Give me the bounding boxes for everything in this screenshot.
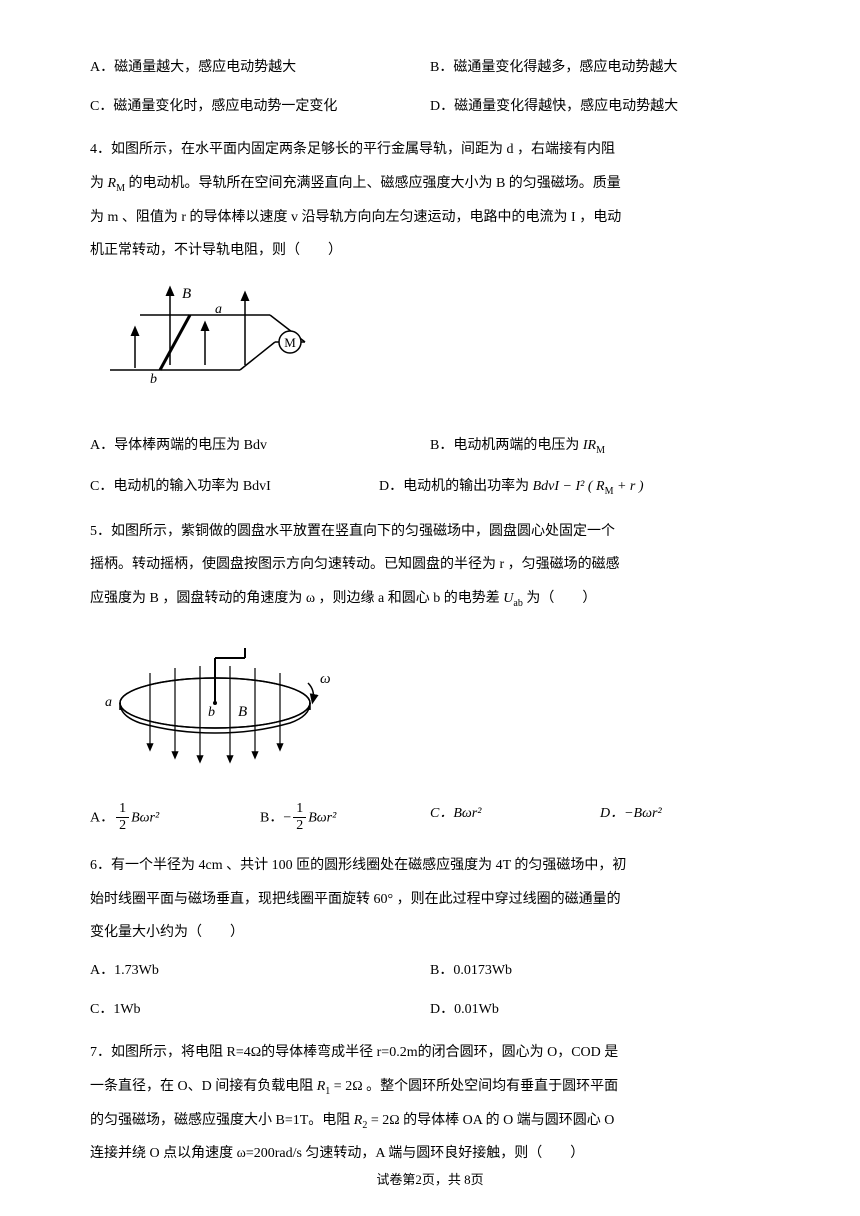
q7-l3-mid: = 2Ω 的导体棒 OA 的 O 端与圆环圆心 O — [367, 1113, 614, 1128]
q5-diagram-b: b — [208, 705, 215, 720]
q5-b-pre: B．− — [260, 810, 291, 825]
q7-l2-mid: = 2Ω 。整个圆环所处空间均有垂直于圆环平面 — [330, 1079, 618, 1094]
q5-opt-a: A．12Bωr² — [90, 801, 260, 836]
q4-options-row2: C．电动机的输入功率为 BdvI D．电动机的输出功率为 BdvI − I² (… — [90, 474, 770, 501]
q3-opt-d: D．磁通量变化得越快，感应电动势越大 — [430, 94, 770, 119]
q5-d-txt: D．−Bωr² — [600, 806, 662, 821]
q5-diagram-omega: ω — [320, 671, 331, 687]
q5-a-pre: A． — [90, 810, 114, 825]
q6-options-row2: C．1Wb D．0.01Wb — [90, 997, 770, 1022]
q4-line4: 机正常转动，不计导轨电阻，则（ ） — [90, 243, 342, 258]
q4-diagram: M B a b — [90, 280, 770, 415]
q4-diagram-m-label: M — [284, 335, 296, 350]
q4-opt-b-pre: B．电动机两端的电压为 — [430, 438, 583, 453]
q4-diagram-a-label: a — [215, 302, 222, 317]
q6-text: 6．有一个半径为 4cm 、共计 100 匝的圆形线圈处在磁感应强度为 4T 的… — [90, 849, 770, 950]
q5-diagram-a: a — [105, 695, 112, 710]
q3-opt-b: B．磁通量变化得越多，感应电动势越大 — [430, 55, 770, 80]
q4-opt-a: A．导体棒两端的电压为 Bdv — [90, 433, 430, 460]
q6-options-row1: A．1.73Wb B．0.0173Wb — [90, 958, 770, 983]
q5-a-num: 1 — [116, 801, 129, 819]
q6-opt-c: C．1Wb — [90, 997, 430, 1022]
q5-b-post: Bωr² — [308, 810, 336, 825]
q4-options-row1: A．导体棒两端的电压为 Bdv B．电动机两端的电压为 IRM — [90, 433, 770, 460]
q5-line1: 5．如图所示，紫铜做的圆盘水平放置在竖直向下的匀强磁场中，圆盘圆心处固定一个 — [90, 524, 615, 539]
q4-opt-b-var: IR — [583, 438, 596, 453]
q3-options-row2: C．磁通量变化时，感应电动势一定变化 D．磁通量变化得越快，感应电动势越大 — [90, 94, 770, 119]
q4-line2-post: 的电动机。导轨所在空间充满竖直向上、磁感应强度大小为 B 的匀强磁场。质量 — [125, 176, 621, 191]
q7-line4: 连接并绕 O 点以角速度 ω=200rad/s 匀速转动，A 端与圆环良好接触，… — [90, 1146, 584, 1161]
q5-diagram: a b B ω — [90, 628, 770, 783]
q7-line1: 7．如图所示，将电阻 R=4Ω的导体棒弯成半径 r=0.2m的闭合圆环，圆心为 … — [90, 1045, 618, 1060]
q6-line2: 始时线圈平面与磁场垂直，现把线圈平面旋转 60° ，则在此过程中穿过线圈的磁通量… — [90, 892, 621, 907]
q5-a-post: Bωr² — [131, 810, 159, 825]
q5-opt-b: B．−12Bωr² — [260, 801, 430, 836]
q4-opt-c: C．电动机的输入功率为 BdvI — [90, 474, 379, 501]
q5-opt-d: D．−Bωr² — [600, 801, 770, 836]
q4-diagram-b2-label: b — [150, 372, 157, 387]
q5-line2: 摇柄。转动摇柄，使圆盘按图示方向匀速转动。已知圆盘的半径为 r ，匀强磁场的磁感 — [90, 557, 620, 572]
q4-opt-b-sub: M — [596, 445, 605, 456]
q5-line3-pre: 应强度为 B ，圆盘转动的角速度为 ω ，则边缘 a 和圆心 b 的电势差 — [90, 591, 503, 606]
q3-opt-c: C．磁通量变化时，感应电动势一定变化 — [90, 94, 430, 119]
q5-line3-post: 为（ ） — [523, 591, 597, 606]
q5-opt-c: C．Bωr² — [430, 801, 600, 836]
q4-rm: R — [108, 176, 117, 191]
q5-diagram-B: B — [238, 704, 247, 720]
q5-c-txt: C．Bωr² — [430, 806, 481, 821]
q4-text: 4．如图所示，在水平面内固定两条足够长的平行金属导轨，间距为 d ，右端接有内阻… — [90, 133, 770, 268]
q6-line3: 变化量大小约为（ ） — [90, 925, 244, 940]
page-footer: 试卷第2页，共 8页 — [0, 1169, 860, 1188]
q4-line2-pre: 为 — [90, 176, 108, 191]
q4-opt-d-post: + r ) — [613, 479, 643, 494]
q3-options-row1: A．磁通量越大，感应电动势越大 B．磁通量变化得越多，感应电动势越大 — [90, 55, 770, 80]
q5-options: A．12Bωr² B．−12Bωr² C．Bωr² D．−Bωr² — [90, 801, 770, 836]
q4-opt-d-math: BdvI − I² ( R — [533, 479, 605, 494]
q3-opt-a: A．磁通量越大，感应电动势越大 — [90, 55, 430, 80]
q5-u-sub: ab — [513, 598, 522, 609]
q4-line1: 4．如图所示，在水平面内固定两条足够长的平行金属导轨，间距为 d ，右端接有内阻 — [90, 142, 615, 157]
q5-b-num: 1 — [293, 801, 306, 819]
q4-line3: 为 m 、阻值为 r 的导体棒以速度 v 沿导轨方向向左匀速运动，电路中的电流为… — [90, 210, 621, 225]
q5-b-den: 2 — [293, 818, 306, 835]
q7-r1: R — [317, 1079, 326, 1094]
q6-opt-b: B．0.0173Wb — [430, 958, 770, 983]
q4-opt-d: D．电动机的输出功率为 BdvI − I² ( RM + r ) — [379, 474, 770, 501]
q5-text: 5．如图所示，紫铜做的圆盘水平放置在竖直向下的匀强磁场中，圆盘圆心处固定一个 摇… — [90, 515, 770, 616]
q6-opt-a: A．1.73Wb — [90, 958, 430, 983]
q4-opt-b: B．电动机两端的电压为 IRM — [430, 433, 770, 460]
q4-diagram-b-label: B — [182, 286, 191, 302]
q5-a-den: 2 — [116, 818, 129, 835]
q5-u: U — [503, 591, 513, 606]
q7-l3-pre: 的匀强磁场，磁感应强度大小 B=1T。电阻 — [90, 1113, 354, 1128]
q4-rm-sub: M — [116, 183, 125, 194]
q7-l2-pre: 一条直径，在 O、D 间接有负载电阻 — [90, 1079, 317, 1094]
q4-opt-d-pre: D．电动机的输出功率为 — [379, 479, 533, 494]
q6-opt-d: D．0.01Wb — [430, 997, 770, 1022]
q7-text: 7．如图所示，将电阻 R=4Ω的导体棒弯成半径 r=0.2m的闭合圆环，圆心为 … — [90, 1036, 770, 1171]
q6-line1: 6．有一个半径为 4cm 、共计 100 匝的圆形线圈处在磁感应强度为 4T 的… — [90, 858, 626, 873]
